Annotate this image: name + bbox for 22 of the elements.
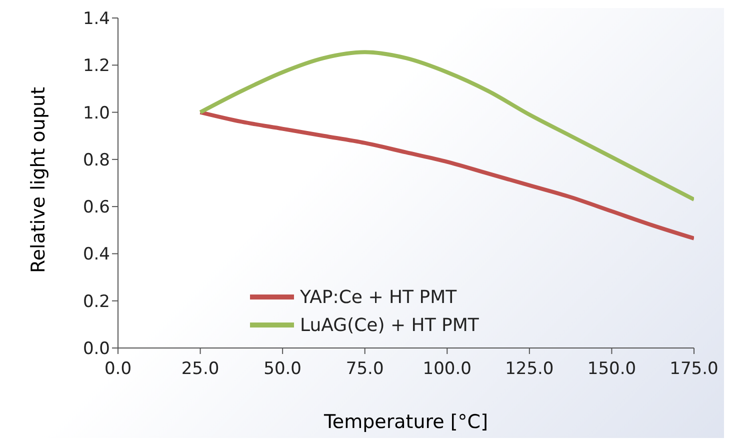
x-tick-label: 100.0	[422, 359, 472, 380]
x-tick-label: 0.0	[104, 359, 132, 380]
line-series	[198, 50, 694, 202]
x-tick-label: 25.0	[181, 359, 220, 380]
x-tick-label: 125.0	[505, 359, 554, 380]
x-tick-label: 150.0	[587, 359, 636, 380]
y-tick-label: 0.8	[82, 150, 110, 170]
y-tick-label: 0.2	[82, 292, 110, 312]
y-axis-title: Relative light ouput	[28, 86, 50, 273]
x-tick-label: 50.0	[264, 359, 302, 380]
y-tick-label: 0.0	[82, 339, 110, 360]
y-tick-label: 0.4	[82, 244, 110, 265]
y-tick-label: 0.6	[82, 198, 110, 218]
y-tick-label: 1.0	[82, 103, 110, 124]
x-tick-label: 175.0	[670, 359, 718, 380]
x-axis-title: Temperature [°C]	[323, 411, 488, 433]
y-tick-label: 1.4	[82, 9, 110, 30]
line-series	[198, 110, 694, 240]
legend-label: LuAG(Ce) + HT PMT	[300, 314, 479, 336]
y-tick-label: 1.2	[82, 56, 110, 76]
legend-label: YAP:Ce + HT PMT	[300, 286, 457, 308]
x-tick-label: 75.0	[346, 359, 384, 380]
